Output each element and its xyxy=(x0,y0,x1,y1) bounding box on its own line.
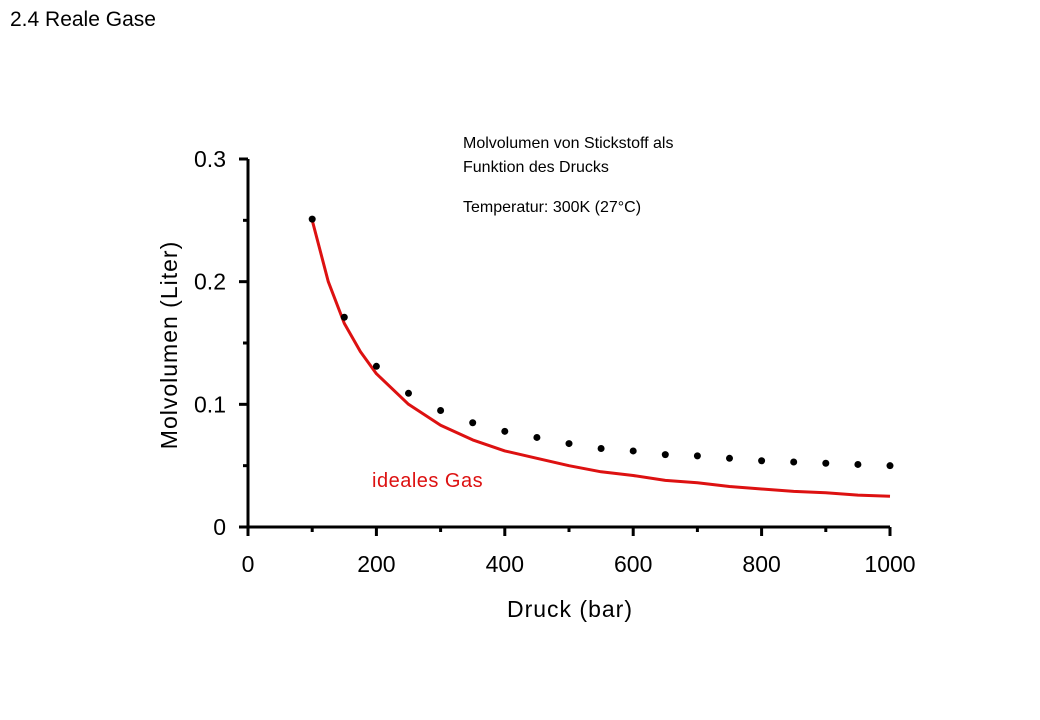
data-point xyxy=(629,447,637,455)
data-point xyxy=(437,406,445,414)
y-tick-label: 0.1 xyxy=(194,391,226,417)
x-axis-title: Druck (bar) xyxy=(507,596,633,622)
annotation-temperature: Temperatur: 300K (27°C) xyxy=(463,199,642,216)
data-point xyxy=(501,427,509,435)
x-tick-label: 400 xyxy=(486,551,524,577)
x-tick-label: 800 xyxy=(742,551,780,577)
data-point xyxy=(726,454,733,462)
ideal-gas-curve xyxy=(310,219,891,498)
y-tick-label: 0.3 xyxy=(194,146,226,172)
series-label-ideal-gas: ideales Gas xyxy=(372,470,483,492)
data-point xyxy=(372,362,380,370)
data-point xyxy=(340,313,348,321)
data-point xyxy=(822,459,830,467)
axes: 0 200 400 600 800 1000 0 0.1 0.2 0.3 xyxy=(194,146,916,577)
x-tick-label: 200 xyxy=(357,551,395,577)
annotation-line-2: Funktion des Drucks xyxy=(463,159,609,176)
y-tick-label: 0 xyxy=(213,514,226,540)
data-point xyxy=(405,389,412,397)
data-points xyxy=(308,215,894,470)
slide-title: 2.4 Reale Gase xyxy=(10,8,156,31)
y-axis-title: Molvolumen (Liter) xyxy=(156,241,182,449)
x-tick-label: 600 xyxy=(614,551,652,577)
data-point xyxy=(758,457,766,465)
data-point xyxy=(469,419,477,427)
data-point xyxy=(661,451,669,459)
data-point xyxy=(693,452,701,460)
x-tick-label: 0 xyxy=(242,551,255,577)
data-point xyxy=(886,462,894,470)
x-tick-label: 1000 xyxy=(864,551,915,577)
y-tick-label: 0.2 xyxy=(194,269,226,295)
data-point xyxy=(308,215,316,223)
data-point xyxy=(597,444,605,452)
data-point xyxy=(790,458,798,466)
ideal-gas-curve-group xyxy=(310,219,891,498)
data-point xyxy=(854,460,862,468)
annotation-line-1: Molvolumen von Stickstoff als xyxy=(463,135,674,152)
data-point xyxy=(565,440,573,448)
data-point xyxy=(533,433,541,441)
